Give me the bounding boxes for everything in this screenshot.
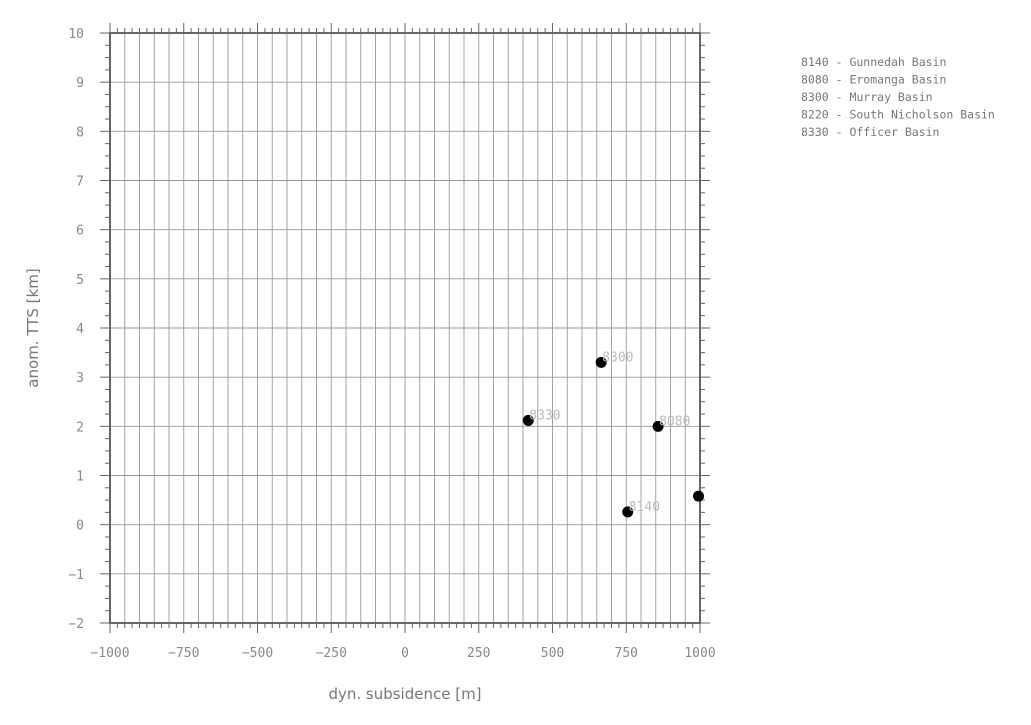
y-tick-label: 10: [68, 27, 84, 42]
point-8300: [595, 356, 607, 368]
point-label-8080: 8080: [659, 414, 690, 429]
y-tick-label: 3: [76, 371, 84, 386]
point-8330: [522, 414, 534, 426]
x-tick-label: 250: [467, 646, 490, 661]
legend-entry: 8330 - Officer Basin: [801, 125, 939, 139]
data-points: [522, 356, 705, 518]
axis-ticks: [100, 23, 710, 633]
x-tick-label: −500: [242, 646, 273, 661]
point-label-8330: 8330: [529, 408, 560, 423]
point-label-8140: 8140: [629, 500, 660, 515]
point-8220: [693, 490, 705, 502]
y-tick-label: 6: [76, 224, 84, 239]
y-tick-label: 7: [76, 175, 84, 190]
y-tick-label: 1: [76, 470, 84, 485]
legend: 8140 - Gunnedah Basin 8080 - Eromanga Bas…: [801, 55, 995, 139]
y-axis-title: anom. TTS [km]: [24, 268, 42, 387]
y-tick-label: 4: [76, 322, 84, 337]
y-tick-label: 8: [76, 125, 84, 140]
y-tick-label: −2: [68, 617, 84, 632]
x-tick-label: 1000: [684, 646, 715, 661]
y-tick-label: 9: [76, 76, 84, 91]
x-tick-label: −750: [168, 646, 199, 661]
grid-lines: [110, 33, 700, 623]
legend-entry: 8140 - Gunnedah Basin: [801, 55, 946, 69]
x-tick-label: −250: [316, 646, 347, 661]
x-axis-title: dyn. subsidence [m]: [328, 685, 481, 703]
legend-entry: 8080 - Eromanga Basin: [801, 73, 946, 87]
tick-labels: −1000 −750 −500 −250 0 250 500 750 1000 −2 −1 0 1 2 3 4…: [68, 27, 715, 661]
point-8080: [652, 420, 664, 432]
x-tick-label: −1000: [90, 646, 129, 661]
y-tick-label: −1: [68, 568, 84, 583]
x-tick-label: 750: [615, 646, 638, 661]
y-tick-label: 2: [76, 420, 84, 435]
legend-entry: 8300 - Murray Basin: [801, 90, 933, 104]
x-tick-label: 500: [541, 646, 564, 661]
point-label-8300: 8300: [602, 350, 633, 365]
legend-entry: 8220 - South Nicholson Basin: [801, 108, 995, 122]
point-labels: 8140 8080 8300 8330: [529, 350, 690, 514]
y-tick-label: 5: [76, 273, 84, 288]
x-tick-label: 0: [401, 646, 409, 661]
y-tick-label: 0: [76, 519, 84, 534]
point-8140: [622, 506, 634, 518]
